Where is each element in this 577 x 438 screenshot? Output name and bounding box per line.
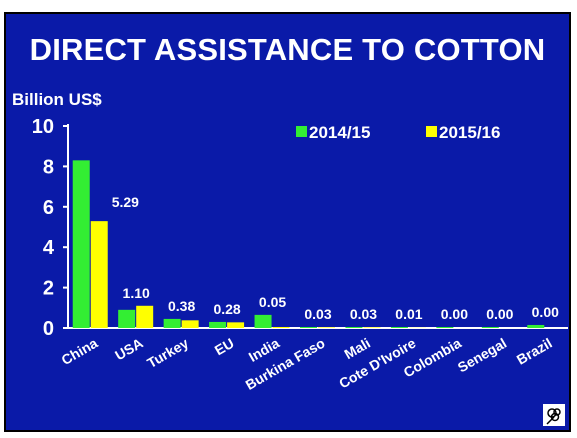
bar-2014-15 (72, 160, 90, 328)
bar-2015-16 (136, 305, 154, 328)
legend-label-2015-16: 2015/16 (439, 123, 500, 142)
y-tick-label: 8 (43, 156, 54, 178)
data-label: 5.29 (112, 194, 139, 210)
bar-2014-15 (436, 326, 454, 328)
category-label: USA (112, 335, 146, 364)
bar-2014-15 (118, 309, 136, 328)
data-label: 0.28 (213, 301, 240, 317)
chart-title: DIRECT ASSISTANCE TO COTTON (29, 32, 546, 67)
data-label: 0.00 (441, 306, 468, 322)
y-axis-label: Billion US$ (12, 90, 102, 109)
data-label: 0.03 (304, 306, 331, 322)
bar-2015-16 (227, 322, 245, 328)
bar-2014-15 (527, 324, 545, 328)
y-tick-label: 0 (43, 318, 54, 340)
chart-slide: DIRECT ASSISTANCE TO COTTON Billion US$ … (4, 12, 571, 432)
legend-label-2014-15: 2014/15 (309, 123, 370, 142)
data-label: 1.10 (123, 285, 150, 301)
data-label: 0.03 (350, 306, 377, 322)
category-label: EU (212, 335, 237, 359)
bar-2015-16 (90, 221, 108, 328)
data-label: 0.00 (486, 306, 513, 322)
bar-2014-15 (481, 326, 499, 328)
bar-2014-15 (254, 314, 272, 328)
bar-2014-15 (209, 321, 227, 328)
data-label: 0.05 (259, 294, 286, 310)
bar-2014-15 (300, 326, 317, 328)
category-label: Turkey (144, 335, 191, 371)
category-label: Senegal (455, 335, 510, 376)
category-label: Brazil (514, 335, 555, 368)
y-tick-label: 4 (43, 237, 55, 259)
bar-2015-16 (363, 327, 381, 328)
data-label: 0.01 (395, 306, 422, 322)
bar-2015-16 (181, 320, 199, 328)
cotton-boll-icon (543, 404, 565, 426)
category-label: China (59, 335, 101, 368)
bar-2015-16 (272, 326, 290, 328)
bar-2015-16 (318, 327, 335, 328)
data-label: 0.00 (532, 304, 559, 320)
y-tick-label: 2 (43, 278, 54, 300)
y-tick-label: 10 (32, 116, 54, 138)
y-tick-label: 6 (43, 197, 54, 219)
bar-2014-15 (390, 326, 408, 328)
legend-swatch-2014-15 (296, 126, 307, 137)
data-label: 0.38 (168, 298, 195, 314)
bar-chart: 0 2 4 6 8 10 5.29 China 1.10 USA 0.38 Turkey 0.28 EU 0… (32, 116, 568, 393)
legend-swatch-2015-16 (426, 126, 437, 137)
bar-2014-15 (163, 318, 181, 328)
bar-2014-15 (345, 326, 363, 328)
